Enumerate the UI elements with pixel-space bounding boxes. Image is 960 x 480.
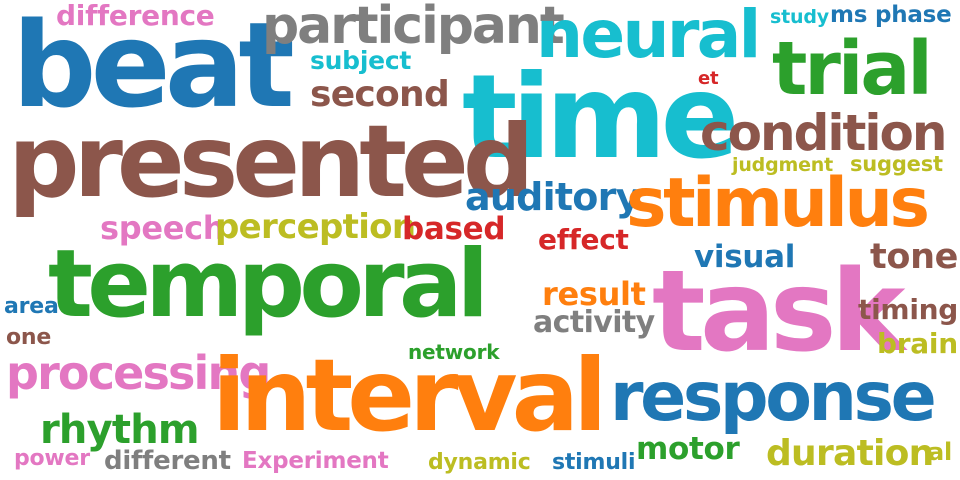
word-visual: visual — [694, 239, 796, 275]
word-power: power — [14, 446, 90, 471]
word-study: study — [770, 6, 829, 28]
word-time: time — [462, 50, 739, 185]
word-activity: activity — [533, 305, 655, 340]
word-motor: motor — [636, 431, 740, 467]
word-Experiment: Experiment — [242, 448, 389, 474]
word-timing: timing — [858, 293, 959, 326]
word-suggest: suggest — [850, 152, 943, 176]
word-result: result — [542, 275, 646, 313]
word-neural: neural — [536, 0, 761, 73]
word-phase: phase — [875, 2, 952, 28]
word-presented: presented — [8, 103, 534, 220]
word-ms: ms — [830, 2, 868, 28]
word-judgment: judgment — [732, 154, 834, 176]
word-participant: participant — [262, 0, 565, 56]
word-interval: interval — [212, 337, 607, 454]
word-difference: difference — [56, 0, 215, 32]
word-response: response — [610, 358, 937, 437]
word-area: area — [4, 294, 59, 319]
word-trial: trial — [772, 26, 933, 112]
word-duration: duration — [766, 433, 934, 474]
word-task: task — [652, 247, 905, 377]
word-brain: brain — [877, 327, 958, 360]
word-effect: effect — [538, 223, 629, 256]
word-network: network — [408, 340, 500, 364]
word-temporal: temporal — [48, 230, 489, 339]
word-stimulus: stimulus — [626, 164, 930, 243]
word-processing: processing — [6, 346, 271, 400]
word-perception: perception — [215, 207, 416, 247]
word-speech: speech — [100, 209, 226, 247]
word-dynamic: dynamic — [428, 450, 531, 475]
word-tone: tone — [870, 237, 959, 277]
word-stimuli: stimuli — [552, 450, 636, 475]
word-based: based — [402, 211, 506, 247]
word-different: different — [104, 446, 231, 476]
word-al: al — [928, 438, 952, 466]
word-second: second — [310, 74, 450, 115]
word-beat: beat — [12, 0, 295, 134]
word-one: one — [6, 325, 52, 350]
word-rhythm: rhythm — [40, 407, 200, 453]
word-et: et — [698, 68, 719, 89]
word-condition: condition — [700, 104, 948, 162]
word-subject: subject — [310, 46, 412, 75]
word-auditory: auditory — [465, 175, 640, 219]
